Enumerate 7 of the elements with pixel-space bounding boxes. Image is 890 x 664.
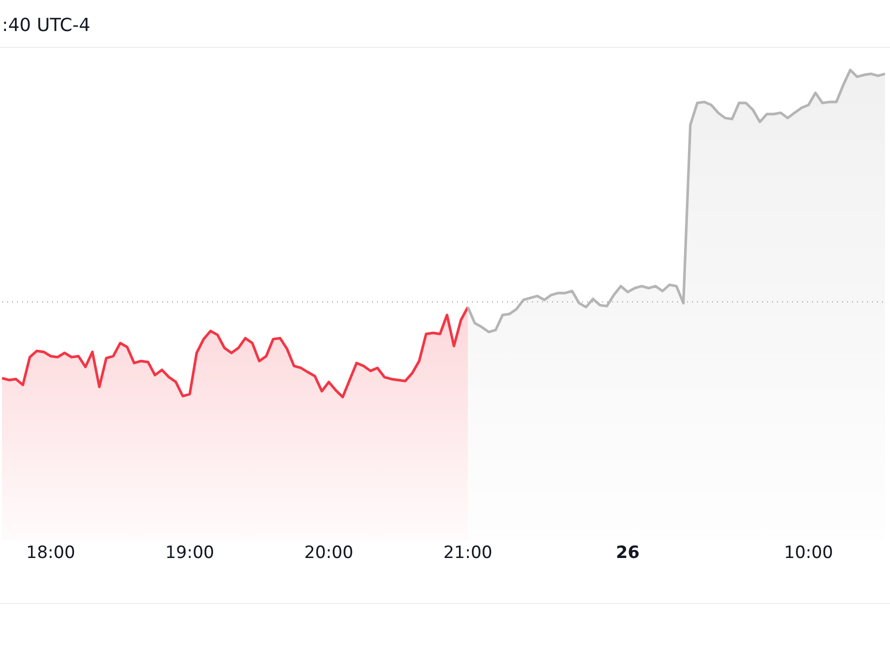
x-tick-label: 20:00 — [304, 543, 354, 563]
x-tick-label: 19:00 — [165, 543, 214, 563]
x-tick-label: 18:00 — [26, 543, 76, 563]
x-tick-label: 21:00 — [443, 543, 492, 563]
chart-title: :40 UTC-4 — [2, 15, 90, 36]
x-tick-label: 26 — [616, 543, 640, 563]
x-tick-label: 10:00 — [784, 543, 834, 563]
